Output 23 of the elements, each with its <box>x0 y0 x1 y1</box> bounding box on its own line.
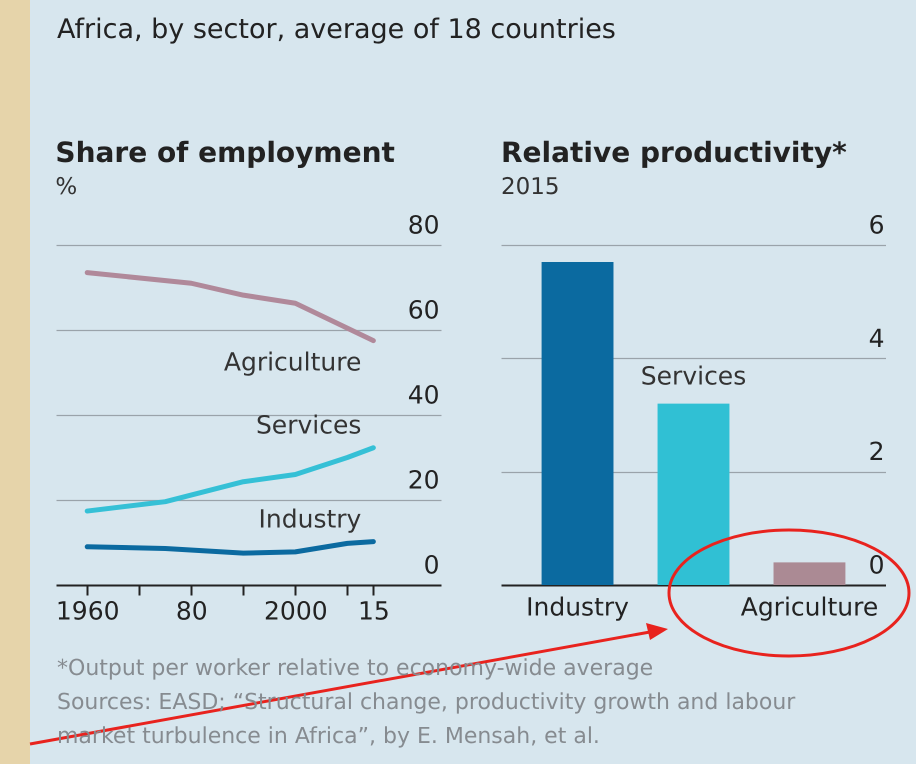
y-tick-label: 0 <box>868 550 884 580</box>
y-tick-label: 0 <box>424 550 440 580</box>
x-tick-label: 15 <box>358 596 390 626</box>
y-tick-label: 60 <box>408 296 440 324</box>
series-label: Industry <box>258 504 362 534</box>
y-tick-label: 6 <box>868 210 884 240</box>
x-tick-label: 80 <box>176 596 208 626</box>
x-tick-label: Agriculture <box>740 592 878 622</box>
series-label: Agriculture <box>224 348 362 377</box>
x-tick-label: 2000 <box>264 596 328 626</box>
chart-title: Share of employment <box>55 136 395 169</box>
chart-subtitle: % <box>55 174 78 200</box>
chart-subtitle: 2015 <box>501 174 560 200</box>
y-tick-label: 2 <box>868 437 884 466</box>
x-tick-label: 1960 <box>56 596 120 626</box>
chart-title: Relative productivity* <box>501 136 848 169</box>
y-tick-label: 4 <box>868 324 884 353</box>
y-tick-label: 80 <box>408 210 440 240</box>
x-tick-label: Industry <box>526 592 630 622</box>
y-tick-label: 20 <box>408 466 440 494</box>
series-label: Services <box>256 410 362 440</box>
y-tick-label: 40 <box>408 380 440 410</box>
text: Africa, by sector, average of 18 countries <box>57 14 616 45</box>
